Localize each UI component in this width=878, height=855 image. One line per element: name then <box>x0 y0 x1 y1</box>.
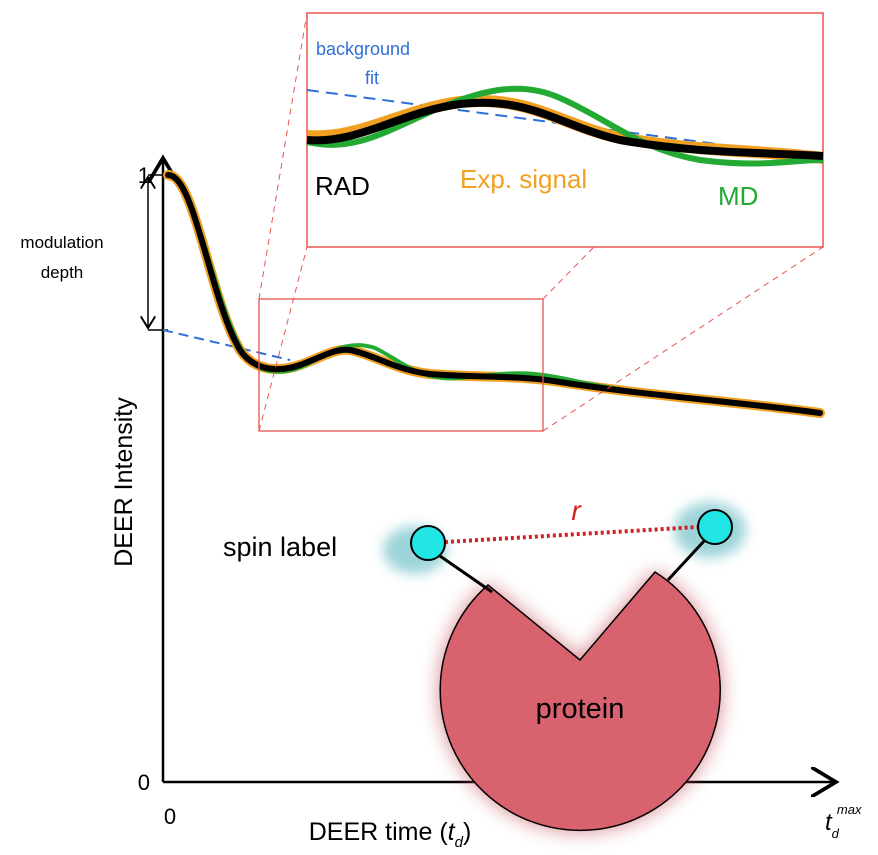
distance <box>444 525 699 544</box>
legend-label: RAD <box>315 171 370 201</box>
spin-label <box>410 525 446 561</box>
linker <box>666 538 707 582</box>
inset-rad <box>306 98 824 160</box>
legend-label: Exp. signal <box>460 164 587 194</box>
annotation: fit <box>365 68 379 88</box>
protein-label: protein <box>536 693 625 725</box>
x-axis-label: DEER time (td) <box>309 818 472 851</box>
distance-label: r <box>571 495 582 526</box>
x-end-label: tdmax <box>825 802 862 841</box>
annotation: modulation <box>20 233 103 252</box>
protein <box>439 571 721 832</box>
spin-label-text: spin label <box>223 532 337 562</box>
y-axis-label: DEER Intensity <box>110 397 138 567</box>
zoom-box <box>258 298 544 432</box>
linker <box>439 554 493 594</box>
inset-background-fit <box>306 89 824 159</box>
background-fit <box>162 329 291 361</box>
rad-curve <box>165 172 823 416</box>
legend-label: MD <box>718 181 758 211</box>
x-tick-label: 0 <box>164 804 176 829</box>
spin-label <box>697 509 733 545</box>
y-tick-label: 0 <box>138 770 150 795</box>
inset-md <box>306 85 824 167</box>
annotation: background <box>316 39 410 59</box>
annotation: depth <box>41 263 84 282</box>
